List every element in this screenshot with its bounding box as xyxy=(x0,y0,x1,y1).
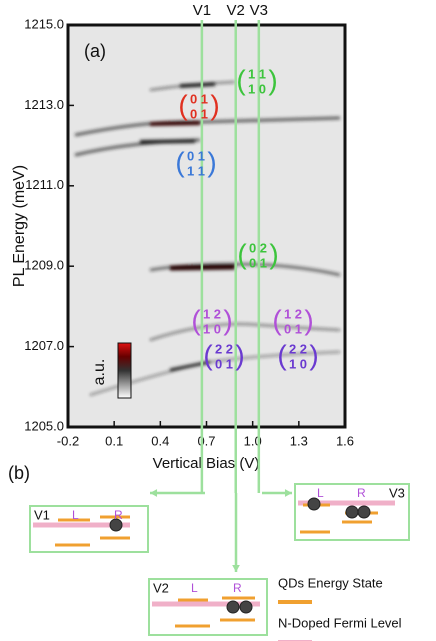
state-paren: ( xyxy=(191,304,201,335)
insets: V1 L R V3 L R V2 L R xyxy=(29,483,410,636)
state-paren: ( xyxy=(272,304,282,335)
x-axis-label: Vertical Bias (V) xyxy=(153,455,260,472)
state-paren: ) xyxy=(207,146,216,177)
state-top: 0 2 xyxy=(249,240,267,255)
state-paren: ) xyxy=(223,304,232,335)
x-tick-label: 1.3 xyxy=(290,433,308,448)
state-paren: ) xyxy=(210,89,219,120)
state-top: 2 2 xyxy=(289,341,307,356)
state-paren: ) xyxy=(268,64,277,95)
y-tick-label: 1207.0 xyxy=(24,338,64,353)
right-dot-label: R xyxy=(114,508,123,522)
arrow-head xyxy=(284,489,292,497)
state-top: 1 2 xyxy=(284,306,302,321)
heatmap-features xyxy=(74,81,341,396)
y-tick-label: 1209.0 xyxy=(24,258,64,273)
y-axis-label: PL Energy (meV) xyxy=(11,165,28,287)
state-paren: ) xyxy=(269,238,278,269)
arrow-head xyxy=(232,564,240,572)
state-bottom: 1 0 xyxy=(289,356,307,371)
marker-label: V2 xyxy=(227,2,245,19)
left-dot-label: L xyxy=(191,581,198,595)
state-paren: ( xyxy=(237,238,247,269)
panel-label: (b) xyxy=(8,463,30,483)
electron xyxy=(109,518,123,532)
inset-label: V2 xyxy=(153,580,169,595)
inset-label: V1 xyxy=(34,507,50,522)
marker-label: V1 xyxy=(193,2,211,19)
colorbar-label: a.u. xyxy=(91,359,108,386)
right-dot-label: R xyxy=(357,486,366,500)
left-dot-label: L xyxy=(72,508,79,522)
x-tick-label: 1.0 xyxy=(244,433,262,448)
legend-label: N-Doped Fermi Level xyxy=(278,615,402,630)
state-paren: ) xyxy=(309,339,318,370)
y-tick-label: 1215.0 xyxy=(24,16,64,31)
panel-label: (a) xyxy=(84,41,106,61)
y-tick-label: 1211.0 xyxy=(25,177,64,192)
x-tick-label: 0.4 xyxy=(151,433,169,448)
x-tick-label: 0.7 xyxy=(197,433,215,448)
state-paren: ) xyxy=(304,304,313,335)
electron xyxy=(239,600,253,614)
state-bottom: 0 1 xyxy=(215,356,233,371)
state-bottom: 1 1 xyxy=(187,163,205,178)
state-top: 0 1 xyxy=(187,148,205,163)
state-paren: ( xyxy=(236,64,246,95)
state-paren: ) xyxy=(235,339,244,370)
state-bottom: 1 0 xyxy=(203,321,221,336)
state-bottom: 0 1 xyxy=(249,255,267,270)
electron xyxy=(307,497,321,511)
colorbar xyxy=(117,342,132,399)
state-top: 1 1 xyxy=(248,66,266,81)
electron xyxy=(226,600,240,614)
state-top: 2 2 xyxy=(215,341,233,356)
legend-label: QDs Energy State xyxy=(278,575,383,590)
state-top: 0 1 xyxy=(190,91,208,106)
electron xyxy=(345,505,359,519)
marker-label: V3 xyxy=(250,2,268,19)
state-bottom: 0 1 xyxy=(284,321,302,336)
y-tick-label: 1213.0 xyxy=(24,97,64,112)
state-paren: ( xyxy=(203,339,213,370)
x-tick-label: 0.1 xyxy=(105,433,123,448)
heatmap-background xyxy=(68,25,345,427)
x-tick-label: -0.2 xyxy=(57,433,79,448)
state-paren: ( xyxy=(175,146,185,177)
state-bottom: 1 0 xyxy=(248,81,266,96)
state-paren: ( xyxy=(277,339,287,370)
arrow-head xyxy=(150,489,158,497)
state-bottom: 0 1 xyxy=(190,106,208,121)
left-dot-label: L xyxy=(317,486,324,500)
y-tick-label: 1205.0 xyxy=(24,418,64,433)
inset-label: V3 xyxy=(389,485,405,500)
state-paren: ( xyxy=(178,89,188,120)
state-top: 1 2 xyxy=(203,306,221,321)
electron xyxy=(357,505,371,519)
right-dot-label: R xyxy=(233,581,242,595)
x-tick-label: 1.6 xyxy=(336,433,354,448)
